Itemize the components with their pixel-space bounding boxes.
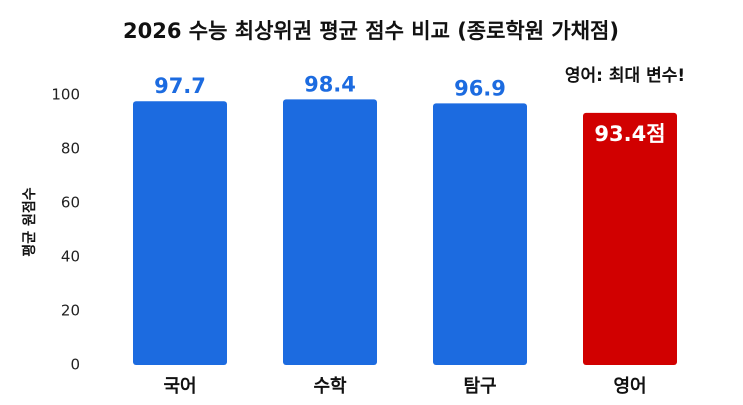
x-tick-label: 수학	[313, 375, 347, 397]
y-tick-label: 40	[61, 248, 80, 266]
value-label: 98.4	[304, 72, 356, 96]
x-tick-label: 국어	[163, 376, 196, 397]
bar	[283, 99, 377, 365]
bar	[133, 101, 227, 366]
y-axis-label: 평균 원점수	[21, 187, 38, 256]
chart-title: 2026 수능 최상위권 평균 점수 비교 (종로학원 가채점)	[123, 19, 619, 43]
value-label: 96.9	[454, 76, 506, 100]
annotation: 영어: 최대 변수!	[565, 66, 685, 86]
y-tick-label: 100	[51, 86, 80, 104]
y-tick-label: 20	[61, 302, 80, 320]
bar	[583, 112, 677, 365]
y-tick-label: 0	[70, 356, 80, 374]
y-tick-label: 80	[61, 140, 80, 158]
y-tick-label: 60	[61, 194, 80, 212]
value-label: 97.7	[154, 74, 206, 98]
value-label: 93.4점	[594, 122, 665, 146]
bar	[433, 103, 527, 366]
x-tick-label: 탐구	[463, 376, 496, 397]
x-tick-label: 영어	[613, 376, 646, 397]
